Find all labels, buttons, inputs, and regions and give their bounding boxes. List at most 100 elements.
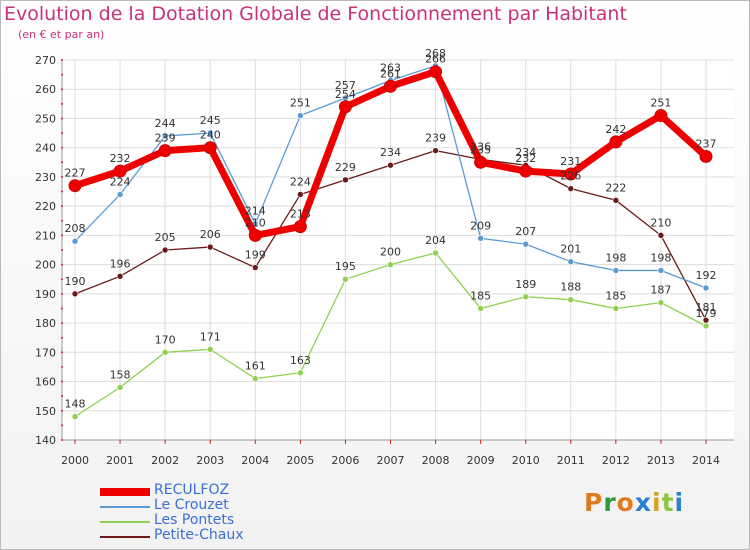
y-minor-tick (61, 132, 63, 135)
y-tick-label: 180 (35, 317, 56, 330)
data-point-reculfoz (158, 144, 172, 158)
data-label-petite-chaux: 199 (245, 249, 266, 262)
proxiti-logo: Proxiti (584, 488, 684, 517)
data-point-le-crouzet (71, 237, 79, 245)
data-label-petite-chaux: 190 (65, 275, 86, 288)
y-minor-tick (61, 234, 63, 237)
legend-swatch-reculfoz (100, 488, 150, 496)
data-label-les-pontets: 188 (560, 281, 581, 294)
data-point-le-crouzet (702, 284, 710, 292)
logo-letter: r (603, 488, 617, 517)
x-tick-label: 2005 (286, 454, 314, 467)
x-tick-label: 2009 (467, 454, 495, 467)
data-label-reculfoz: 232 (110, 152, 131, 165)
data-label-le-crouzet: 214 (245, 205, 266, 218)
y-tick-label: 200 (35, 259, 56, 272)
y-tick-label: 230 (35, 171, 56, 184)
y-minor-tick (61, 219, 63, 222)
y-minor-tick (61, 161, 63, 164)
data-point-petite-chaux (206, 243, 214, 251)
y-minor-tick (61, 249, 63, 251)
data-label-le-crouzet: 209 (470, 219, 491, 232)
data-label-reculfoz: 239 (155, 132, 176, 145)
data-point-le-crouzet (116, 191, 124, 198)
y-minor-tick (61, 205, 63, 208)
logo-letter: i (652, 488, 662, 517)
data-point-les-pontets (657, 299, 665, 306)
data-label-les-pontets: 200 (380, 246, 401, 259)
data-label-reculfoz: 242 (605, 123, 626, 136)
data-point-reculfoz (609, 135, 623, 149)
y-minor-tick (61, 146, 63, 149)
y-minor-tick (61, 439, 63, 441)
data-point-reculfoz (474, 155, 488, 169)
data-label-les-pontets: 189 (515, 278, 536, 291)
legend-label-les-pontets: Les Pontets (154, 512, 235, 528)
data-point-petite-chaux (657, 232, 665, 239)
y-tick-label: 220 (35, 200, 56, 213)
x-tick-label: 2001 (106, 454, 134, 467)
logo-letter: P (584, 488, 604, 517)
data-label-petite-chaux: 224 (290, 175, 311, 188)
data-point-le-crouzet (567, 258, 575, 265)
y-tick-label: 270 (35, 54, 56, 67)
data-label-reculfoz: 232 (515, 152, 536, 165)
data-label-le-crouzet: 251 (290, 97, 311, 110)
y-tick-label: 260 (35, 83, 56, 96)
data-point-petite-chaux (567, 185, 575, 192)
data-label-reculfoz: 227 (65, 167, 86, 180)
data-point-le-crouzet (522, 240, 530, 248)
data-label-les-pontets: 185 (605, 289, 626, 302)
data-point-les-pontets (702, 322, 710, 330)
data-label-le-crouzet: 244 (155, 117, 176, 130)
y-tick-label: 140 (35, 434, 56, 447)
data-label-les-pontets: 185 (470, 289, 491, 302)
data-point-reculfoz (203, 141, 217, 155)
data-point-les-pontets (387, 261, 394, 268)
data-label-petite-chaux: 206 (200, 228, 221, 241)
legend-swatch-les-pontets (100, 521, 150, 523)
x-tick-label: 2006 (331, 454, 359, 467)
data-label-petite-chaux: 234 (380, 146, 401, 159)
y-minor-tick (61, 380, 63, 383)
y-minor-tick (61, 307, 63, 310)
y-minor-tick (61, 395, 63, 398)
data-label-les-pontets: 195 (335, 260, 356, 273)
data-label-le-crouzet: 198 (650, 251, 671, 264)
data-point-les-pontets (612, 305, 620, 312)
x-tick-label: 2014 (692, 454, 720, 467)
data-label-le-crouzet: 257 (335, 79, 356, 92)
data-label-petite-chaux: 234 (515, 146, 536, 159)
data-label-reculfoz: 240 (200, 129, 221, 142)
data-label-petite-chaux: 210 (650, 216, 671, 229)
data-point-petite-chaux (432, 147, 439, 154)
data-label-petite-chaux: 236 (470, 140, 491, 153)
data-label-les-pontets: 163 (290, 354, 311, 367)
data-point-reculfoz (338, 100, 352, 114)
y-tick-label: 240 (35, 142, 56, 155)
x-tick-label: 2011 (557, 454, 585, 467)
y-minor-tick (61, 59, 63, 61)
y-minor-tick (61, 73, 63, 76)
data-label-les-pontets: 171 (200, 330, 221, 343)
y-minor-tick (61, 365, 63, 368)
data-point-le-crouzet (657, 267, 665, 274)
data-label-reculfoz: 237 (696, 137, 717, 150)
data-label-les-pontets: 204 (425, 234, 446, 247)
y-tick-label: 160 (35, 376, 56, 389)
data-point-les-pontets (71, 413, 79, 420)
data-label-petite-chaux: 239 (425, 132, 446, 145)
x-tick-label: 2008 (422, 454, 450, 467)
data-point-reculfoz (293, 220, 307, 234)
legend-swatch-le-crouzet (100, 506, 150, 508)
logo-letter: o (616, 488, 635, 517)
legend-label-le-crouzet: Le Crouzet (154, 497, 229, 513)
y-minor-tick (61, 424, 63, 427)
y-tick-label: 150 (35, 405, 56, 418)
data-point-reculfoz (384, 79, 397, 93)
y-tick-label: 190 (35, 288, 56, 301)
data-point-le-crouzet (612, 267, 620, 274)
data-label-reculfoz: 213 (290, 208, 311, 221)
legend-swatch-petite-chaux (100, 536, 150, 538)
